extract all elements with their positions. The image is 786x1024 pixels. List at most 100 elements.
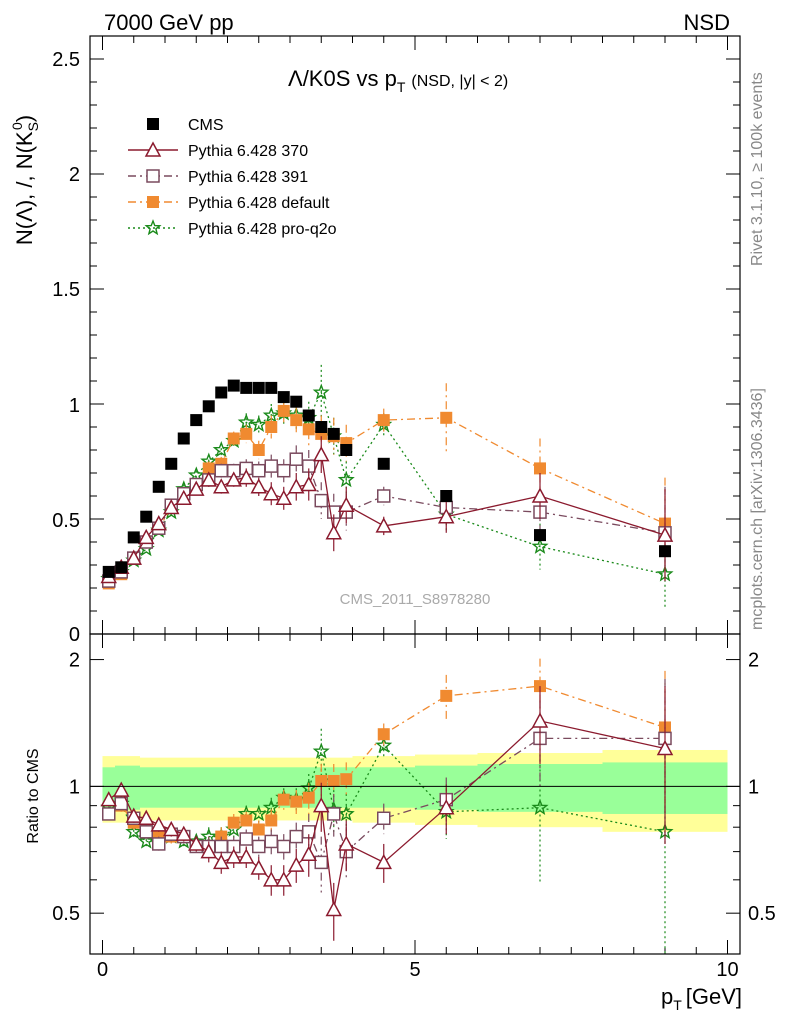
ratio-point xyxy=(265,814,278,827)
ratio-point xyxy=(277,839,291,854)
main-y-axis-label: N(Λ), /, N(KS0) xyxy=(9,115,41,245)
header-process: NSD xyxy=(684,10,730,35)
data-point xyxy=(252,381,265,394)
x-tick-labels: 0 5 10 xyxy=(97,959,739,981)
data-point xyxy=(277,463,291,478)
ratio-point xyxy=(102,807,116,821)
data-point xyxy=(250,415,268,433)
ratio-point xyxy=(239,832,253,846)
main-y-tick-0.5: 0.5 xyxy=(52,510,80,532)
data-point xyxy=(337,470,355,488)
main-y-tick-2.5: 2.5 xyxy=(52,49,80,71)
data-point xyxy=(214,463,228,478)
data-point xyxy=(162,498,180,515)
ratio-point xyxy=(200,843,218,859)
ratio-point xyxy=(250,805,268,822)
plot-title: Λ/K0S vs pT (NSD, |y| < 2) xyxy=(288,66,508,95)
ratio-point xyxy=(377,728,390,741)
green-band xyxy=(152,767,165,808)
ratio-point xyxy=(327,774,340,787)
ratio-y-tick-labels: 0.5 1 2 xyxy=(52,650,80,926)
ratio-point xyxy=(162,820,180,837)
ratio-point xyxy=(264,834,278,849)
ratio-point xyxy=(100,791,118,807)
data-point xyxy=(377,457,390,470)
main-y-tick-2: 2 xyxy=(69,164,80,186)
data-point xyxy=(202,400,215,413)
ratio-point xyxy=(300,845,318,862)
data-point xyxy=(127,531,140,544)
x-tick-0: 0 xyxy=(97,959,108,981)
legend: CMS Pythia 6.428 370 Pythia 6.428 391 Pythi… xyxy=(128,117,337,238)
data-point xyxy=(265,381,278,394)
data-point xyxy=(252,463,266,478)
ratio-point xyxy=(212,853,230,870)
green-band xyxy=(202,767,215,808)
ratio-point xyxy=(139,825,153,839)
ratio-y-tick-right-2: 2 xyxy=(748,650,759,672)
ratio-point xyxy=(250,859,268,875)
ratio-point xyxy=(277,793,290,806)
data-point xyxy=(290,414,303,427)
data-point xyxy=(534,529,546,542)
ratio-y-axis-label: Ratio to CMS xyxy=(25,748,42,843)
ratio-point xyxy=(337,805,355,822)
ratio-point xyxy=(152,837,166,851)
data-point xyxy=(440,490,453,502)
ratio-point xyxy=(225,848,243,864)
data-point xyxy=(215,386,228,399)
green-band xyxy=(140,767,153,808)
green-band xyxy=(127,765,140,810)
x-tick-10: 10 xyxy=(716,959,738,981)
data-point xyxy=(302,409,315,422)
data-point xyxy=(327,427,340,440)
data-point xyxy=(250,478,268,494)
ratio-point xyxy=(327,807,341,821)
data-point xyxy=(315,421,328,433)
data-point xyxy=(531,487,549,503)
green-band xyxy=(165,767,178,808)
data-point xyxy=(240,427,253,440)
data-point xyxy=(212,441,230,458)
data-point xyxy=(262,485,280,501)
data-point xyxy=(137,528,155,545)
main-y-tick-1: 1 xyxy=(69,395,80,417)
ratio-point xyxy=(440,689,453,702)
data-point xyxy=(377,414,390,427)
data-point xyxy=(302,423,315,436)
ratio-point xyxy=(287,856,305,872)
series-line xyxy=(108,458,666,582)
data-point xyxy=(227,432,240,445)
header-energy: 7000 GeV pp xyxy=(104,10,234,35)
main-y-tick-labels: 0 0.5 1 1.5 2 2.5 xyxy=(52,49,80,646)
ratio-point xyxy=(275,871,293,887)
main-panel-data xyxy=(100,364,674,609)
data-point xyxy=(264,459,278,473)
ratio-point xyxy=(187,835,205,851)
data-point xyxy=(440,411,453,424)
ratio-point xyxy=(137,809,155,826)
ratio-point xyxy=(337,835,355,851)
data-point xyxy=(325,524,343,540)
legend-marker xyxy=(144,219,162,236)
data-point xyxy=(202,462,215,475)
data-point xyxy=(240,381,253,394)
green-band xyxy=(252,767,265,808)
legend-marker xyxy=(147,196,159,208)
data-point xyxy=(187,480,205,496)
ratio-y-tick-0.5: 0.5 xyxy=(52,903,80,925)
ratio-point xyxy=(340,773,353,786)
ratio-y-tick-right-1: 1 xyxy=(748,776,759,798)
data-point xyxy=(200,471,218,487)
ratio-point xyxy=(240,814,253,827)
ratio-y-tick-right-0.5: 0.5 xyxy=(748,903,776,925)
data-point xyxy=(265,421,278,433)
ratio-point xyxy=(214,839,228,854)
data-point xyxy=(300,475,318,492)
data-point xyxy=(115,561,128,574)
ratio-point xyxy=(375,736,393,753)
ratio-point xyxy=(290,795,303,808)
ratio-point xyxy=(252,839,266,854)
data-point xyxy=(337,496,355,512)
